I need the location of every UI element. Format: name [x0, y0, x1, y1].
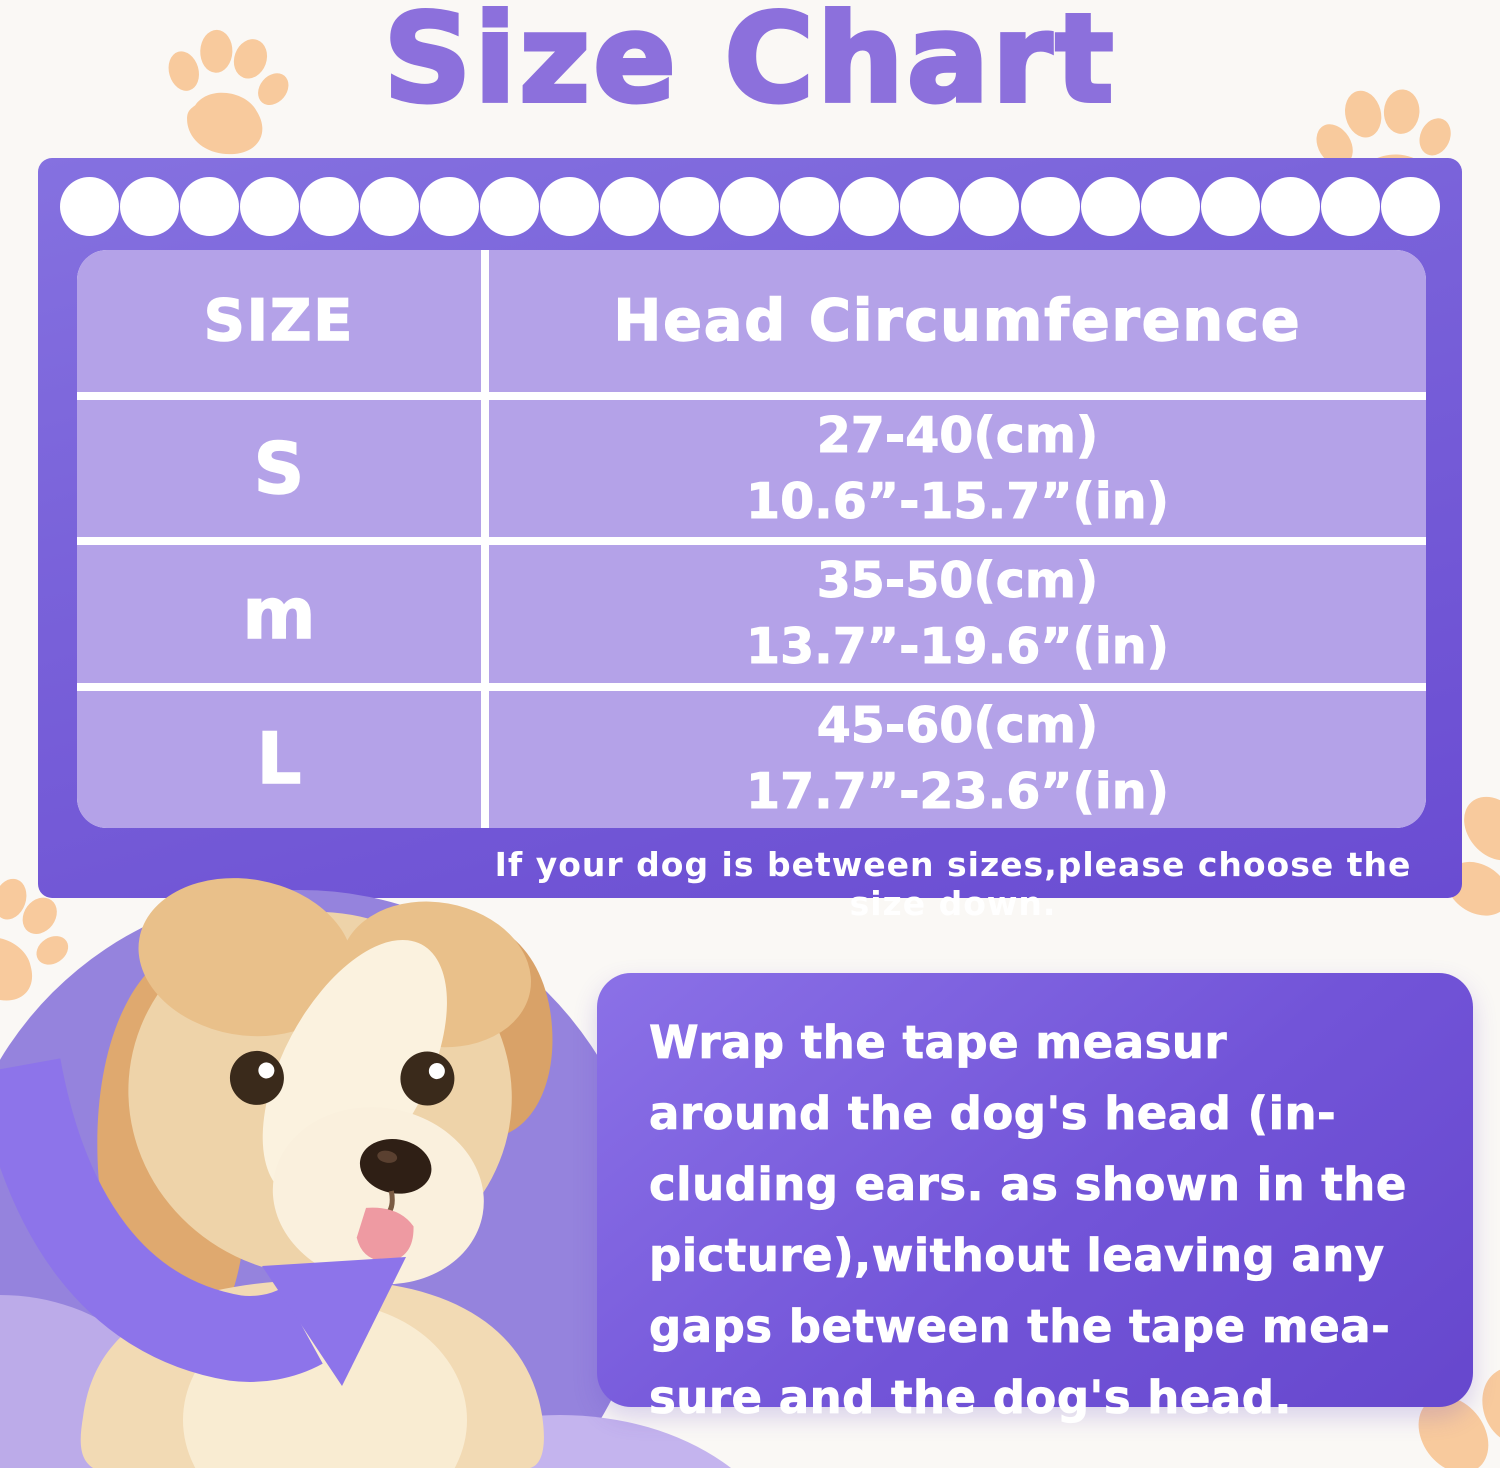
page-title: Size Chart — [381, 0, 1117, 132]
dot — [1080, 176, 1140, 236]
instruction-line: picture),without leaving any — [649, 1229, 1385, 1283]
dot — [1320, 176, 1380, 236]
size-chart-card: SIZE Head Circumference S 27-40(cm) 10.6… — [38, 158, 1462, 923]
dot — [720, 176, 780, 236]
column-header-head-circumference: Head Circumference — [489, 250, 1426, 392]
dot — [540, 176, 600, 236]
instruction-line: around the dog's head (in- — [649, 1087, 1337, 1141]
between-sizes-note: If your dog is between sizes,please choo… — [494, 845, 1412, 923]
dot — [960, 176, 1020, 236]
size-cell-s: S — [77, 400, 481, 538]
instruction-line: Wrap the tape measur — [649, 1016, 1228, 1070]
dot — [780, 176, 840, 236]
size-cell-l: L — [77, 690, 481, 828]
range-cell-l: 45-60(cm) 17.7”-23.6”(in) — [489, 690, 1426, 828]
instruction-line: sure and the dog's head. — [649, 1371, 1293, 1425]
range-cm: 27-40(cm) — [816, 406, 1099, 464]
dot — [360, 176, 420, 236]
range-cm: 45-60(cm) — [816, 697, 1099, 755]
range-cm: 35-50(cm) — [816, 551, 1099, 609]
dot — [840, 176, 900, 236]
dot — [1140, 176, 1200, 236]
dot — [120, 176, 180, 236]
instruction-line: cluding ears. as shown in the — [649, 1158, 1407, 1212]
measure-instruction-card: Wrap the tape measur around the dog's he… — [597, 973, 1473, 1424]
range-cell-s: 27-40(cm) 10.6”-15.7”(in) — [489, 400, 1426, 538]
dot — [900, 176, 960, 236]
dot-row — [60, 176, 1440, 236]
dot — [1020, 176, 1080, 236]
dot — [1260, 176, 1320, 236]
dot — [1380, 176, 1440, 236]
instruction-line: gaps between the tape mea- — [649, 1300, 1391, 1354]
size-cell-m: m — [77, 545, 481, 683]
dot — [480, 176, 540, 236]
range-in: 10.6”-15.7”(in) — [745, 472, 1169, 530]
range-in: 17.7”-23.6”(in) — [745, 763, 1169, 821]
puppy-photo — [80, 878, 553, 1468]
dot — [240, 176, 300, 236]
dot — [180, 176, 240, 236]
dot — [600, 176, 660, 236]
dot — [660, 176, 720, 236]
dot — [1200, 176, 1260, 236]
dot — [420, 176, 480, 236]
dot — [300, 176, 360, 236]
range-in: 13.7”-19.6”(in) — [745, 617, 1169, 675]
range-cell-m: 35-50(cm) 13.7”-19.6”(in) — [489, 545, 1426, 683]
column-header-size: SIZE — [77, 250, 481, 392]
dot — [60, 176, 119, 236]
size-table: SIZE Head Circumference S 27-40(cm) 10.6… — [77, 250, 1426, 828]
